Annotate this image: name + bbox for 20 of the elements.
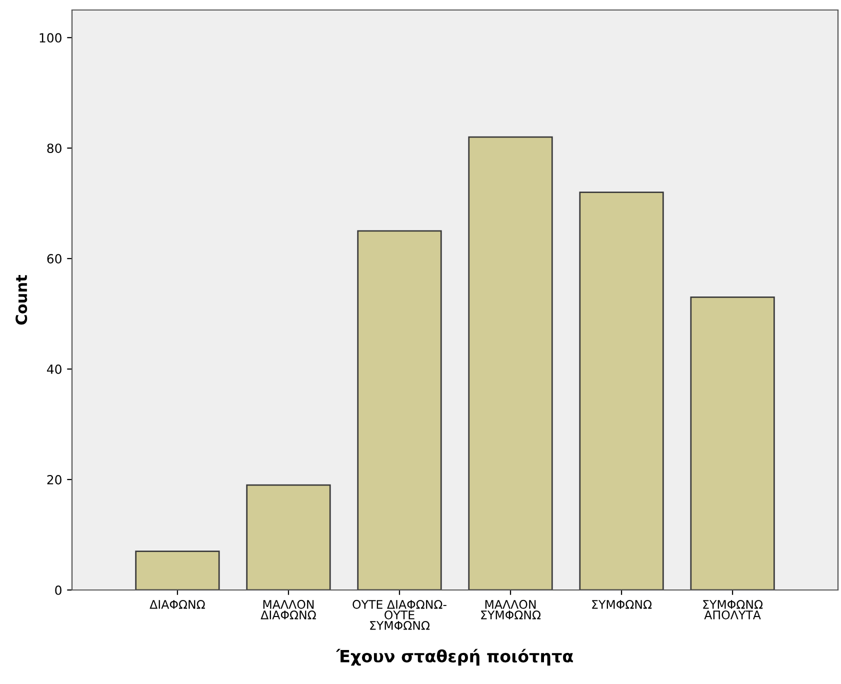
- x-tick-label: ΜΑΛΛΟΝ ΣΥΜΦΩΝΩ: [481, 600, 541, 620]
- bar: [357, 230, 442, 590]
- y-axis-title: Count: [16, 274, 28, 325]
- x-tick-label: ΔΙΑΦΩΝΩ: [150, 600, 205, 609]
- x-tick-label: ΣΥΜΦΩΝΩ: [592, 600, 652, 609]
- x-tick-label: ΜΑΛΛΟΝ ΔΙΑΦΩΝΩ: [260, 600, 316, 620]
- bar: [468, 136, 553, 590]
- bar: [690, 296, 775, 590]
- y-tick-label: 40: [46, 364, 62, 374]
- x-tick-label: ΟΥΤΕ ΔΙΑΦΩΝΩ- ΟΥΤΕ ΣΥΜΦΩΝΩ: [352, 600, 446, 630]
- y-tick-label: 100: [40, 33, 62, 43]
- x-axis-title: Έχουν σταθερή ποιότητα: [336, 648, 573, 666]
- bar: [135, 550, 220, 590]
- bar: [579, 192, 664, 590]
- y-tick-label: 60: [47, 254, 62, 264]
- y-tick-label: 20: [47, 474, 62, 484]
- y-tick-label: 80: [47, 144, 62, 154]
- y-tick-label: 0: [55, 585, 62, 595]
- x-tick-label: ΣΥΜΦΩΝΩ ΑΠΟΛΥΤΑ: [703, 600, 763, 620]
- bar: [246, 484, 331, 590]
